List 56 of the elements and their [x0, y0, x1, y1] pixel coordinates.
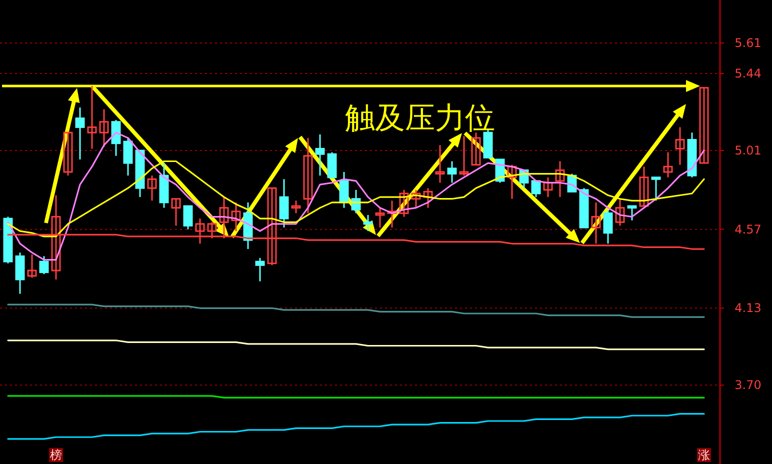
candlestick — [111, 119, 121, 157]
candlestick — [471, 132, 481, 166]
y-tick-label: 5.61 — [734, 36, 762, 50]
candlestick — [375, 207, 385, 228]
candlestick — [411, 189, 421, 209]
candlestick — [675, 126, 685, 166]
candlestick — [435, 144, 445, 184]
annotation: 触及压力位 — [345, 101, 495, 136]
line-series — [7, 413, 705, 440]
candlestick — [339, 171, 349, 209]
candlestick — [315, 134, 325, 176]
candlestick — [555, 160, 565, 198]
candlestick — [507, 164, 517, 200]
y-tick-label: 5.44 — [734, 66, 762, 80]
candlestick — [651, 176, 661, 202]
candlestick — [171, 198, 181, 226]
candlestick — [615, 198, 625, 226]
candlestick — [63, 132, 73, 176]
candlestick — [291, 200, 301, 214]
candlestick — [39, 255, 49, 275]
candlestick — [27, 254, 37, 278]
candlestick — [351, 189, 361, 214]
y-tick-label: 4.57 — [734, 222, 762, 236]
candlestick — [699, 87, 709, 164]
candlestick — [255, 257, 265, 282]
candlestick — [639, 166, 649, 207]
candlestick — [75, 106, 85, 160]
candlestick — [231, 202, 241, 232]
candlestick — [279, 178, 289, 228]
x-tick-label: 榜 — [50, 448, 62, 462]
candlestick — [447, 160, 457, 184]
candlestick — [399, 189, 409, 218]
y-tick-label: 5.01 — [734, 143, 762, 158]
line-series — [7, 340, 705, 350]
candlestick — [15, 252, 25, 295]
candlestick — [99, 108, 109, 148]
line-series — [7, 304, 705, 318]
candlestick — [363, 214, 373, 232]
candlestick — [87, 85, 97, 150]
candlestick — [183, 205, 193, 230]
y-tick-label: 4.13 — [734, 301, 762, 316]
x-tick-label: 涨 — [698, 448, 710, 462]
y-tick-label: 3.70 — [734, 378, 762, 392]
candlestick — [627, 205, 637, 222]
candlestick — [327, 152, 337, 178]
candlestick — [531, 180, 541, 198]
candlestick — [543, 176, 553, 198]
candlestick — [603, 208, 613, 244]
candlestick — [423, 187, 433, 209]
line-series — [7, 160, 705, 238]
candlestick — [459, 135, 469, 176]
candlestick — [303, 137, 313, 214]
candlestick — [663, 152, 673, 178]
candlestick — [147, 174, 157, 202]
candlestick — [387, 200, 397, 228]
candlestick — [123, 137, 133, 176]
